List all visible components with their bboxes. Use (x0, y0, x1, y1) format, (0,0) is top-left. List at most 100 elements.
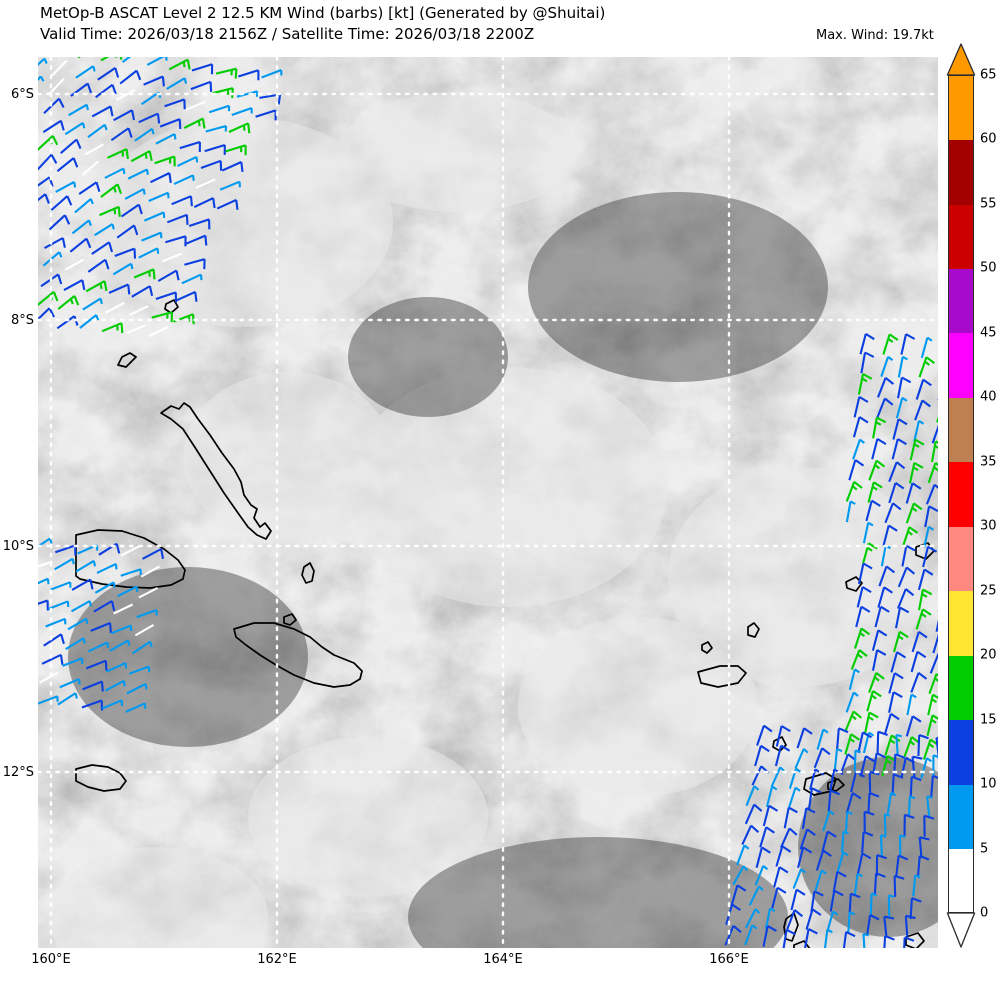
wind-barb (41, 653, 64, 665)
wind-barb (150, 172, 172, 184)
xtick-160E: 160°E (31, 952, 71, 967)
wind-barb (871, 438, 887, 460)
colorbar-tick-35: 35 (980, 454, 997, 470)
wind-barb (57, 692, 78, 706)
wind-barb (116, 224, 139, 239)
wind-barb (106, 662, 128, 673)
wind-barb (909, 897, 922, 920)
wind-barb (920, 336, 933, 359)
wind-barb (867, 481, 883, 503)
wind-barb (100, 183, 122, 198)
wind-barb (877, 376, 895, 398)
ytick-10S: 10°S (2, 539, 34, 554)
wind-barb (185, 100, 206, 111)
wind-barb (38, 560, 53, 568)
wind-barb (890, 651, 906, 673)
colorbar-band-5-10 (948, 784, 974, 850)
wind-barb (783, 806, 798, 829)
wind-barb (929, 653, 938, 674)
wind-barb (188, 218, 211, 230)
wind-barb (48, 77, 65, 95)
colorbar-tick-45: 45 (980, 325, 997, 341)
wind-barb (871, 649, 887, 671)
wind-barb (119, 69, 142, 85)
wind-barb (909, 775, 922, 798)
colorbar-band-45-50 (948, 268, 974, 334)
colorbar[interactable] (948, 75, 974, 914)
wind-barb (59, 678, 81, 689)
wind-barb (868, 770, 880, 793)
wind-barb (790, 888, 806, 911)
wind-barb (132, 640, 153, 655)
wind-barb (184, 258, 206, 270)
wind-barb (128, 665, 151, 675)
wind-barb (134, 127, 155, 142)
wind-barb (794, 748, 809, 769)
wind-barb (164, 98, 186, 110)
wind-barb (93, 600, 116, 613)
wind-barb (935, 619, 938, 632)
wind-barb (801, 807, 816, 830)
wind-barb (814, 869, 827, 891)
wind-barb (869, 892, 878, 915)
wind-barb (748, 885, 764, 906)
wind-barb (63, 279, 86, 292)
wind-barb (886, 791, 897, 814)
wind-barb (867, 792, 880, 814)
wind-barb (762, 925, 777, 947)
wind-barb (120, 568, 142, 577)
wind-barb (99, 205, 121, 217)
wind-barb (71, 219, 92, 235)
wind-barb (853, 627, 871, 649)
wind-barb (141, 231, 163, 242)
colorbar-tick-60: 60 (980, 131, 997, 147)
wind-barb (113, 603, 134, 615)
wind-barb (810, 890, 824, 913)
wind-barb (157, 269, 180, 282)
wind-barb (773, 866, 789, 888)
wind-barb (110, 127, 133, 142)
wind-barb (741, 824, 760, 846)
wind-barb (154, 155, 176, 167)
wind-barb (823, 928, 833, 948)
wind-barb (215, 67, 238, 79)
wind-barb (842, 930, 856, 948)
wind-barb (845, 691, 859, 713)
wind-barb (148, 191, 170, 202)
wind-barb (70, 600, 92, 613)
wind-barb (829, 889, 844, 912)
wind-barb (756, 724, 773, 746)
wind-barb (912, 874, 921, 897)
ytick-8S: 8°S (10, 313, 34, 328)
wind-barb (138, 112, 161, 124)
wind-barb (755, 846, 771, 868)
wind-barb (920, 757, 932, 779)
wind-barb (108, 283, 131, 295)
wind-barb (208, 104, 231, 114)
graticule-layer (38, 57, 938, 948)
wind-barb (895, 854, 909, 877)
map-plot-area[interactable] (38, 57, 938, 948)
wind-barb (84, 143, 105, 156)
wind-barb (873, 872, 886, 895)
max-wind-annotation: Max. Wind: 19.7kt (816, 28, 934, 43)
wind-barb (895, 733, 902, 756)
wind-barb (87, 641, 110, 653)
colorbar-band-15-20 (948, 655, 974, 721)
wind-barb (65, 637, 86, 650)
wind-barb (762, 804, 779, 827)
wind-barb (911, 630, 928, 653)
colorbar-band-55-60 (948, 139, 974, 205)
wind-barb (888, 672, 904, 694)
colorbar-band-35-40 (948, 397, 974, 463)
wind-barb (888, 691, 903, 713)
wind-barb (897, 355, 909, 378)
wind-barb (914, 399, 931, 421)
wind-barb (840, 830, 849, 853)
wind-barb (866, 690, 882, 712)
wind-barb (85, 659, 108, 671)
wind-barb (94, 223, 115, 237)
wind-barb (883, 915, 895, 938)
wind-barb (112, 262, 134, 276)
wind-barb (928, 673, 938, 695)
